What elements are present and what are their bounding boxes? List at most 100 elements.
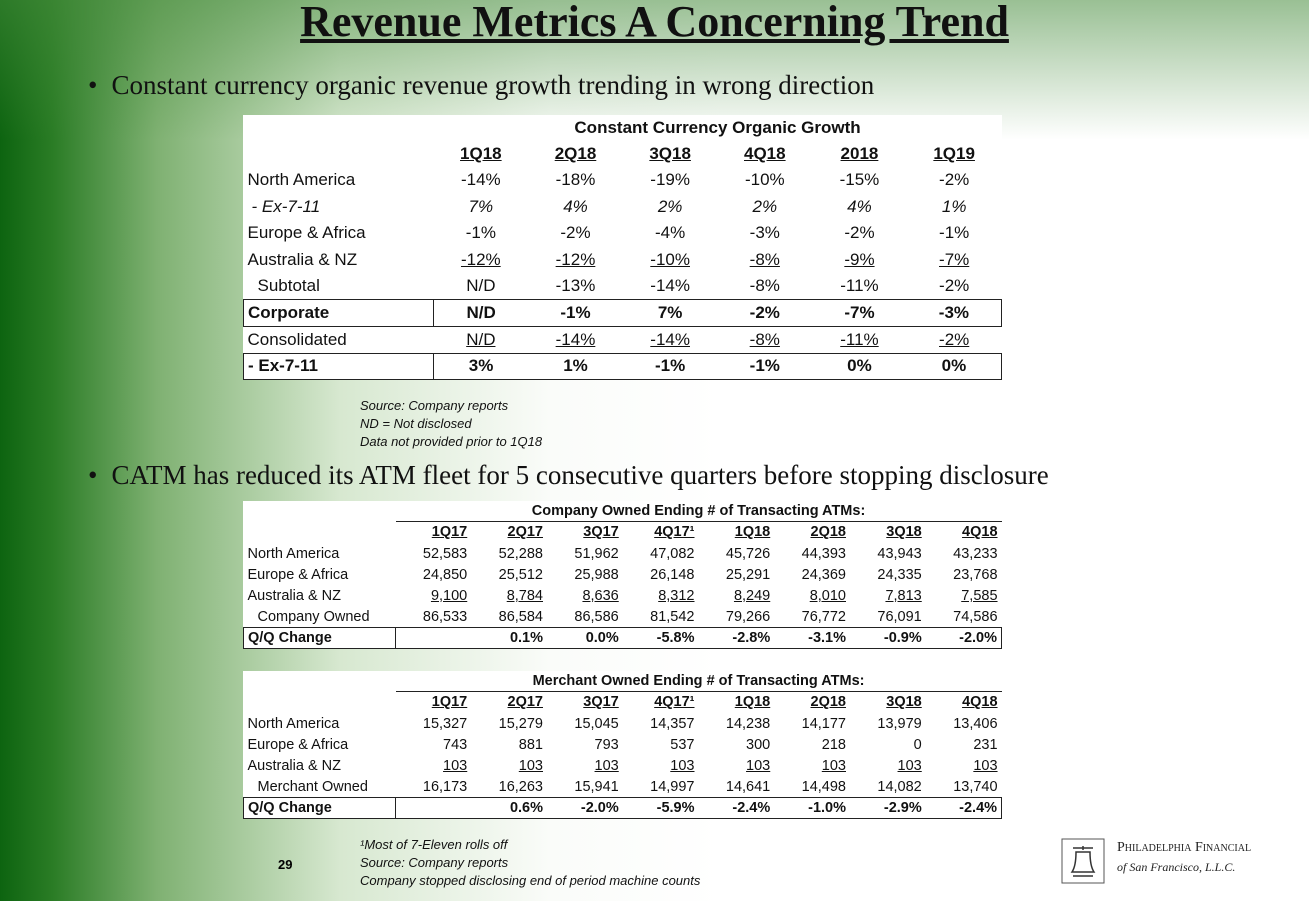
- title-row: Company Owned Ending # of Transacting AT…: [244, 501, 1002, 521]
- cell: 25,291: [725, 566, 771, 583]
- cell: -14%: [555, 329, 596, 349]
- cell: -13%: [555, 276, 596, 296]
- cell: 0%: [812, 352, 907, 381]
- page-number: 29: [278, 857, 293, 872]
- cell: 47,082: [650, 545, 695, 562]
- note-line: Company stopped disclosing end of period…: [360, 873, 701, 888]
- cell: -14%: [650, 276, 690, 296]
- data-row: Australia & NZ 9,100 8,784 8,636 8,312 8,249 8…: [244, 585, 1002, 606]
- merchant-owned-table: Merchant Owned Ending # of Transacting A…: [243, 671, 1003, 820]
- cell: 743: [443, 736, 468, 753]
- spacer: [244, 115, 434, 141]
- spacer: [244, 521, 396, 543]
- data-row: North America 52,583 52,288 51,962 47,082 45,…: [244, 543, 1002, 564]
- cell: 4%: [847, 196, 872, 216]
- cell: 14,997: [650, 778, 695, 795]
- spacer: [244, 501, 396, 521]
- cell: 15,279: [498, 715, 543, 732]
- cell: -2.8%: [698, 627, 775, 650]
- data-row: Consolidated N/D -14% -14% -8% -11% -2%: [244, 327, 1002, 354]
- row-label: North America: [247, 170, 356, 190]
- row-label: Merchant Owned: [257, 778, 368, 795]
- cell: 537: [670, 736, 695, 753]
- spacer: [244, 141, 434, 167]
- cell: -1%: [465, 223, 496, 243]
- spacer: [244, 671, 396, 691]
- data-row: North America -14% -18% -19% -10% -15% -2%: [244, 167, 1002, 194]
- cell: 8,784: [506, 587, 543, 604]
- cell: 103: [594, 757, 619, 774]
- cell: 86,533: [422, 608, 468, 625]
- cell: 103: [443, 757, 468, 774]
- cell: -2.0%: [925, 627, 1003, 650]
- row-label: North America: [247, 545, 340, 562]
- cell: 7,813: [885, 587, 922, 604]
- bullet: CATM has reduced its ATM fleet for 5 con…: [88, 460, 1048, 491]
- data-row: Europe & Africa 24,850 25,512 25,988 26,148 2…: [244, 564, 1002, 585]
- cell: 7,585: [961, 587, 998, 604]
- cell: -19%: [650, 170, 690, 190]
- row-label: Q/Q Change: [243, 627, 396, 650]
- data-row: Subtotal N/D -13% -14% -8% -11% -2%: [244, 273, 1002, 300]
- column-header: 3Q17: [547, 690, 623, 713]
- cell: -1.0%: [774, 797, 850, 820]
- title-row: Constant Currency Organic Growth: [244, 115, 1002, 141]
- data-row: Company Owned 86,533 86,584 86,586 81,542 79,…: [244, 607, 1002, 628]
- column-header: 3Q18: [850, 520, 926, 543]
- cell: -11%: [840, 329, 879, 349]
- cell: 74,586: [953, 608, 998, 625]
- cell: 24,335: [877, 566, 922, 583]
- cell: 43,233: [953, 545, 998, 562]
- cell: -7%: [939, 250, 970, 270]
- cell: 23,768: [953, 566, 998, 583]
- table-title: Company Owned Ending # of Transacting AT…: [531, 502, 866, 519]
- growth-table: Constant Currency Organic Growth 1Q18 2Q18…: [243, 115, 1003, 381]
- data-row: Europe & Africa -1% -2% -4% -3% -2% -1%: [244, 220, 1002, 247]
- cell: -2%: [939, 329, 970, 349]
- cell: -7%: [812, 299, 907, 328]
- cell: -14%: [460, 170, 501, 190]
- note-line: ND = Not disclosed: [360, 416, 472, 431]
- cell: 218: [821, 736, 846, 753]
- cell: 13,406: [953, 715, 998, 732]
- cell: -12%: [555, 250, 596, 270]
- cell: -14%: [650, 329, 690, 349]
- row-label: Subtotal: [257, 276, 320, 296]
- cell: 0.1%: [471, 627, 547, 650]
- cell: 881: [518, 736, 543, 753]
- cell: -1%: [939, 223, 970, 243]
- cell: -12%: [460, 250, 501, 270]
- logo-icon: [1061, 838, 1105, 884]
- data-row: - Ex-7-11 7% 4% 2% 2% 4% 1%: [244, 194, 1002, 221]
- cell: 793: [594, 736, 619, 753]
- row-label: Australia & NZ: [247, 757, 341, 774]
- column-header: 4Q18: [744, 144, 786, 163]
- cell: -9%: [844, 250, 875, 270]
- column-header: 3Q18: [649, 144, 691, 163]
- cell: -8%: [749, 276, 780, 296]
- column-header: 2Q17: [471, 520, 547, 543]
- footnotes: ¹Most of 7-Eleven rolls off Source: Compa…: [360, 836, 700, 890]
- cell: 8,312: [658, 587, 695, 604]
- data-row: Q/Q Change 0.1% 0.0% -5.8% -2.8% -3.1% -0.9% -2…: [243, 627, 1003, 650]
- column-header: 3Q17: [547, 520, 623, 543]
- cell: 51,962: [574, 545, 619, 562]
- row-label: - Ex-7-11: [243, 352, 434, 381]
- row-label: Europe & Africa: [247, 736, 349, 753]
- row-label: Corporate: [243, 299, 434, 328]
- cell: 8,636: [582, 587, 619, 604]
- note-line: Source: Company reports: [360, 398, 509, 413]
- cell: -10%: [744, 170, 785, 190]
- row-label: Consolidated: [247, 329, 347, 349]
- cell: 231: [973, 736, 998, 753]
- table-title: Constant Currency Organic Growth: [574, 118, 861, 137]
- source-notes: Source: Company reports ND = Not disclose…: [360, 397, 542, 451]
- column-header: 2Q18: [774, 690, 850, 713]
- data-row: Corporate N/D -1% 7% -2% -7% -3%: [243, 299, 1003, 328]
- column-header: 1Q18: [698, 520, 775, 543]
- cell: 7%: [622, 299, 718, 328]
- cell: 14,082: [877, 778, 922, 795]
- table-title: Merchant Owned Ending # of Transacting A…: [532, 672, 865, 689]
- row-label: Australia & NZ: [247, 250, 358, 270]
